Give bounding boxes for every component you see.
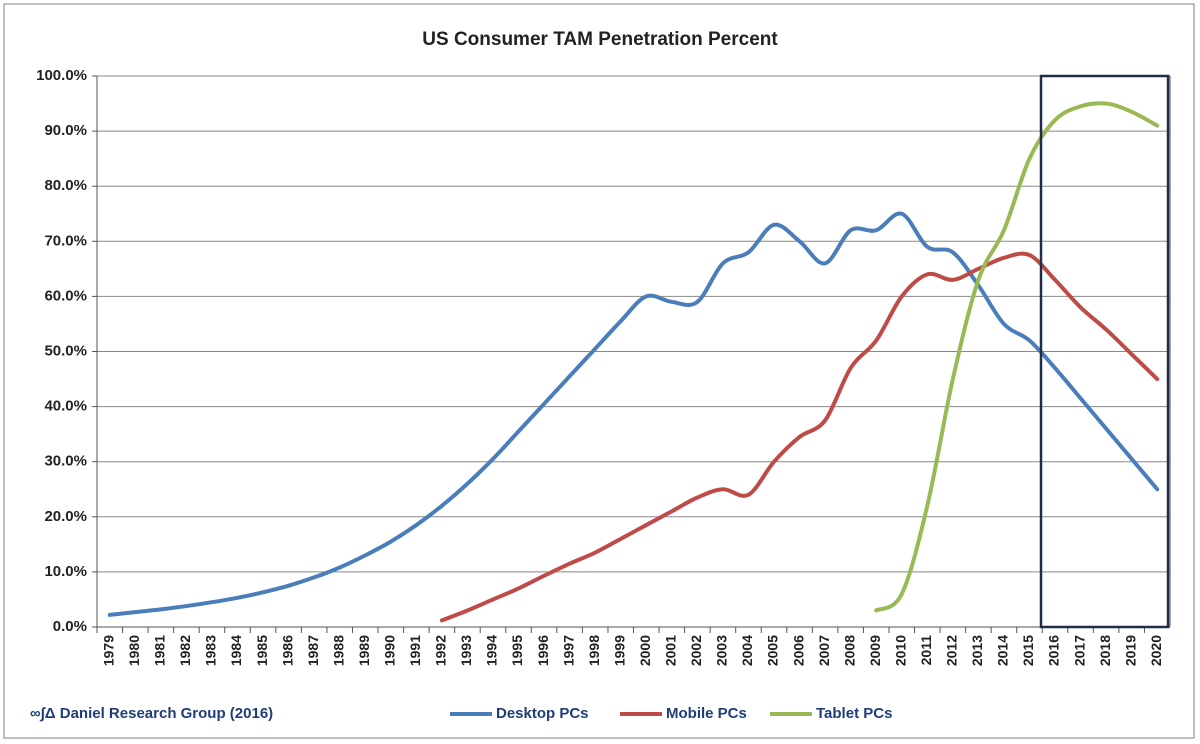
series-line: [439, 251, 1160, 623]
legend-label: Desktop PCs: [496, 705, 589, 722]
x-tick-label: 1997: [560, 635, 576, 666]
x-tick-label: 1979: [100, 635, 116, 666]
x-tick-label: 2002: [688, 635, 704, 666]
legend-label: Tablet PCs: [816, 705, 892, 722]
x-tick-label: 2020: [1148, 635, 1164, 666]
x-tick-label: 2012: [944, 635, 960, 666]
x-tick-label: 2019: [1122, 635, 1138, 666]
y-tick-label: 0.0%: [53, 618, 87, 635]
x-tick-label: 2001: [663, 635, 679, 666]
x-tick-label: 2000: [637, 635, 653, 666]
x-tick-label: 1981: [152, 635, 168, 666]
y-tick-label: 40.0%: [44, 398, 87, 415]
x-tick-label: 1992: [433, 635, 449, 666]
x-tick-label: 1996: [535, 635, 551, 666]
x-tick-label: 1984: [228, 635, 244, 666]
x-tick-label: 2007: [816, 635, 832, 666]
x-tick-label: 1995: [509, 635, 525, 666]
x-tick-label: 1982: [177, 635, 193, 666]
y-tick-label: 50.0%: [44, 342, 87, 359]
x-tick-label: 2003: [714, 635, 730, 666]
grid: [92, 75, 1171, 633]
x-tick-label: 2008: [841, 635, 857, 666]
x-tick-label: 1988: [330, 635, 346, 666]
x-tick-label: 2013: [969, 635, 985, 666]
x-tick-label: 2010: [892, 635, 908, 666]
x-tick-label: 1985: [254, 635, 270, 666]
x-tick-label: 1989: [356, 635, 372, 666]
x-tick-label: 1980: [126, 635, 142, 666]
x-tick-label: 2016: [1046, 635, 1062, 666]
legend-label: Mobile PCs: [666, 705, 747, 722]
x-tick-label: 1991: [407, 635, 423, 666]
x-tick-label: 2004: [739, 635, 755, 666]
x-tick-label: 1990: [382, 635, 398, 666]
x-tick-label: 2017: [1071, 635, 1087, 666]
y-tick-label: 80.0%: [44, 177, 87, 194]
series-line: [107, 211, 1160, 617]
y-tick-label: 90.0%: [44, 122, 87, 139]
y-tick-label: 20.0%: [44, 508, 87, 525]
x-tick-label: 1994: [484, 635, 500, 666]
x-tick-label: 1983: [203, 635, 219, 666]
x-tick-label: 2005: [765, 635, 781, 666]
source: ∞∫Δ Daniel Research Group (2016): [30, 705, 273, 722]
y-tick-label: 10.0%: [44, 563, 87, 580]
x-tick-label: 1998: [586, 635, 602, 666]
x-tick-label: 2014: [995, 635, 1011, 666]
series-line: [874, 101, 1160, 613]
x-tick-label: 2018: [1097, 635, 1113, 666]
x-tick-label: 1987: [305, 635, 321, 666]
highlight-box: [1039, 74, 1170, 629]
x-tick-label: 2009: [867, 635, 883, 666]
y-tick-label: 70.0%: [44, 232, 87, 249]
plot: [107, 101, 1160, 623]
chart-title: US Consumer TAM Penetration Percent: [422, 29, 778, 50]
y-tick-label: 60.0%: [44, 287, 87, 304]
x-tick-label: 1986: [279, 635, 295, 666]
x-tick-label: 1999: [611, 635, 627, 666]
y-tick-label: 100.0%: [36, 67, 87, 84]
x-tick-label: 2006: [790, 635, 806, 666]
chart-border: [3, 3, 1195, 739]
x-tick-label: 1993: [458, 635, 474, 666]
x-tick-label: 2015: [1020, 635, 1036, 666]
x-tick-label: 2011: [918, 635, 934, 666]
y-tick-label: 30.0%: [44, 453, 87, 470]
